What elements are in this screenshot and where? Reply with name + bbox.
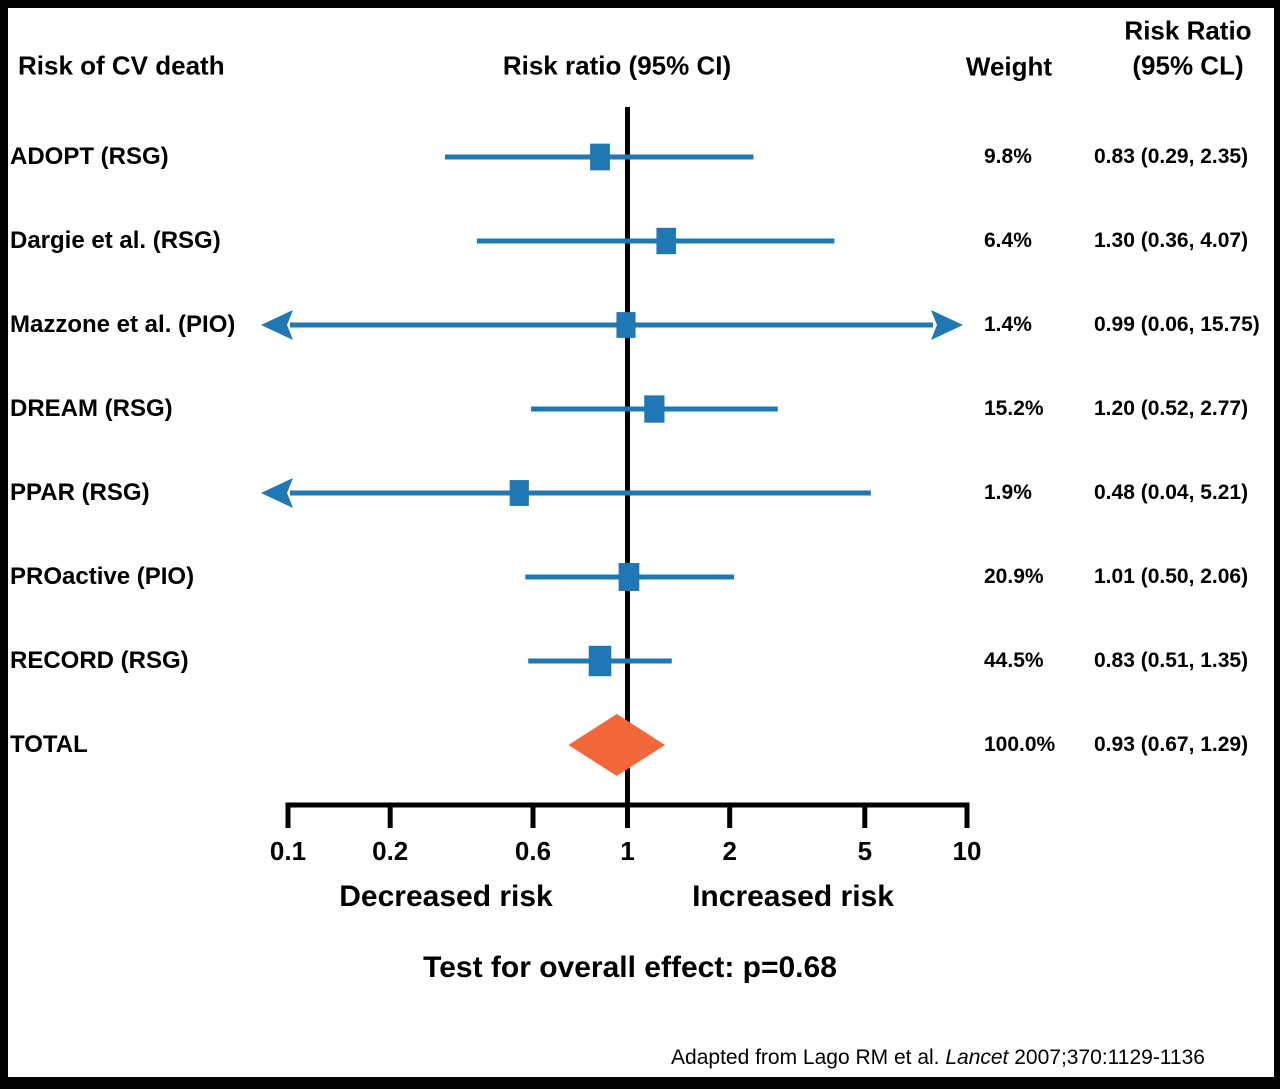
axis-tick-label: 0.2 (372, 836, 409, 866)
study-weight-value: 20.9% (984, 565, 1044, 588)
point-estimate-square (590, 143, 610, 171)
study-label: Mazzone et al. (PIO) (10, 311, 236, 338)
axis-tick-label: 2 (722, 836, 737, 866)
frame-border-right (1274, 0, 1280, 1089)
column-header-study: Risk of CV death (18, 50, 225, 81)
column-header-weight: Weight (965, 51, 1053, 82)
study-label: RECORD (RSG) (10, 647, 189, 674)
frame-border-bottom (0, 1077, 1280, 1089)
total-risk-ratio-value: 0.93 (0.67, 1.29) (1094, 733, 1249, 756)
study-risk-ratio-value: 1.20 (0.52, 2.77) (1094, 397, 1249, 420)
ci-clipped-left-arrow-icon (261, 478, 293, 508)
study-risk-ratio-value: 0.83 (0.29, 2.35) (1094, 145, 1249, 168)
column-header-risk-ratio-line2: (95% CL) (1132, 50, 1244, 81)
point-estimate-square (656, 227, 676, 255)
point-estimate-square (588, 645, 612, 677)
axis-caption-decreased-risk: Decreased risk (339, 880, 553, 913)
total-summary-diamond (568, 714, 666, 776)
axis-tick-label: 5 (857, 836, 873, 866)
axis-tick-label: 1 (620, 836, 635, 866)
point-estimate-square (644, 395, 665, 423)
study-label: Dargie et al. (RSG) (10, 227, 221, 254)
study-weight-value: 1.9% (984, 481, 1032, 504)
study-risk-ratio-value: 1.30 (0.36, 4.07) (1094, 229, 1249, 252)
source-citation-suffix: 2007;370:1129-1136 (1008, 1046, 1205, 1069)
axis-tick-label: 10 (952, 836, 982, 866)
axis-tick-label: 0.1 (269, 836, 307, 866)
study-label: PROactive (PIO) (10, 563, 195, 590)
source-citation: Adapted from Lago RM et al. Lancet 2007;… (671, 1046, 1205, 1070)
overall-effect-note: Test for overall effect: p=0.68 (423, 951, 837, 984)
frame-border-top (0, 0, 1280, 8)
source-citation-prefix: Adapted from Lago RM et al. (671, 1046, 946, 1069)
study-weight-value: 9.8% (984, 145, 1032, 168)
source-citation-journal: Lancet (945, 1046, 1009, 1069)
ci-clipped-left-arrow-icon (261, 310, 293, 340)
study-label: PPAR (RSG) (10, 479, 150, 506)
study-weight-value: 15.2% (984, 397, 1044, 420)
study-weight-value: 1.4% (984, 313, 1032, 336)
study-risk-ratio-value: 1.01 (0.50, 2.06) (1094, 565, 1249, 588)
study-risk-ratio-value: 0.48 (0.04, 5.21) (1094, 481, 1249, 504)
ci-clipped-right-arrow-icon (931, 310, 963, 340)
study-weight-value: 6.4% (984, 229, 1032, 252)
frame-border-left (0, 0, 8, 1089)
study-risk-ratio-value: 0.83 (0.51, 1.35) (1094, 649, 1249, 672)
total-label: TOTAL (10, 731, 88, 758)
point-estimate-square (618, 563, 640, 591)
study-label: ADOPT (RSG) (10, 143, 169, 170)
column-header-risk-ratio-line1: Risk Ratio (1124, 15, 1252, 46)
point-estimate-square (509, 480, 529, 506)
column-header-risk-ratio-axis: Risk ratio (95% CI) (502, 50, 732, 81)
point-estimate-square (616, 312, 636, 338)
axis-tick-label: 0.6 (514, 836, 552, 866)
axis-caption-increased-risk: Increased risk (692, 880, 894, 913)
study-label: DREAM (RSG) (10, 395, 173, 422)
study-risk-ratio-value: 0.99 (0.06, 15.75) (1094, 313, 1260, 336)
total-weight-value: 100.0% (984, 733, 1056, 756)
study-weight-value: 44.5% (984, 649, 1044, 672)
